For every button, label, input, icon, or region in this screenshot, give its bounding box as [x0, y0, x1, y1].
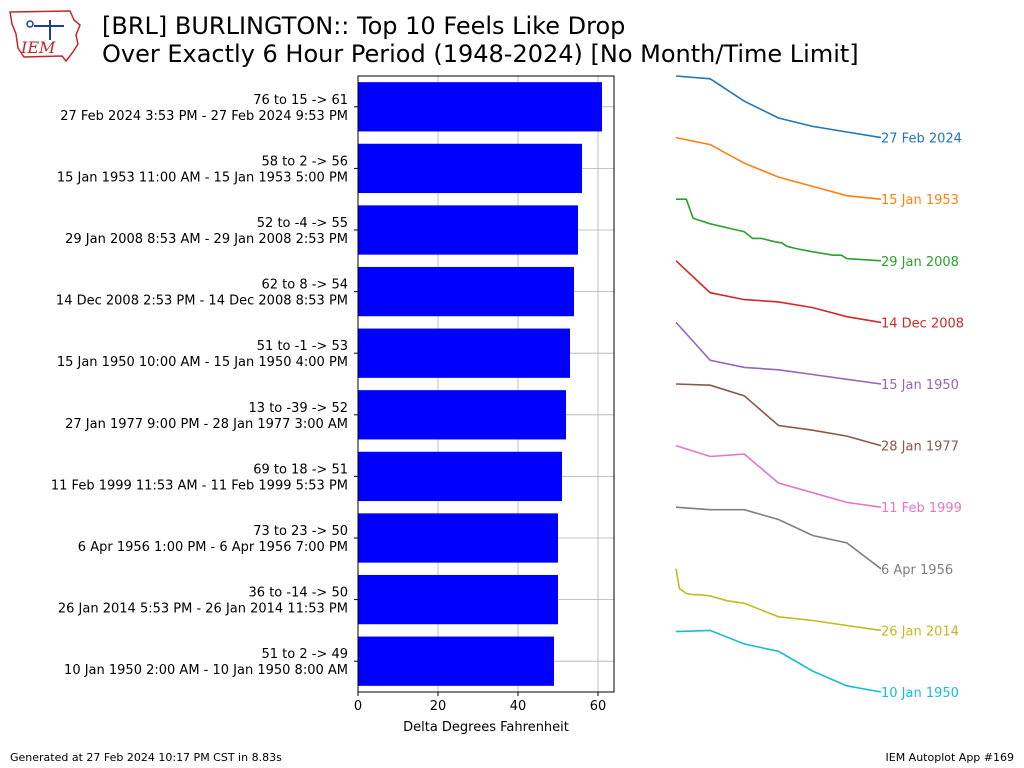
y-tick-label-period: 6 Apr 1956 1:00 PM - 6 Apr 1956 7:00 PM: [78, 540, 348, 555]
trace-lines: 27 Feb 2024 15 Jan 1953 29 Jan 2008 14 Dec …: [675, 75, 964, 701]
bar: [358, 82, 602, 132]
bar: [358, 451, 562, 502]
trace-line: [675, 629, 882, 693]
x-axis-label: Delta Degrees Fahrenheit: [403, 720, 569, 735]
x-axis: 0 20 40 60: [354, 692, 606, 714]
trace-line: [675, 568, 882, 632]
y-tick-label-values: 62 to 8 -> 54: [261, 278, 348, 293]
y-tick-label-values: 36 to -14 -> 50: [249, 586, 348, 601]
plot-frame: [357, 75, 615, 693]
y-tick-label-period: 15 Jan 1953 11:00 AM - 15 Jan 1953 5:00 …: [57, 170, 348, 185]
app-id: IEM Autoplot App #169: [885, 751, 1015, 764]
bar: [358, 143, 582, 194]
trace-label: 28 Jan 1977: [881, 440, 959, 455]
trace-label: 15 Jan 1953: [881, 193, 959, 208]
y-tick-label-period: 10 Jan 1950 2:00 AM - 10 Jan 1950 8:00 A…: [64, 663, 348, 678]
trace-label: 10 Jan 1950: [881, 686, 959, 701]
bar: [358, 636, 554, 686]
y-tick-label-values: 51 to 2 -> 49: [261, 647, 348, 662]
y-tick-label-period: 29 Jan 2008 8:53 AM - 29 Jan 2008 2:53 P…: [65, 232, 348, 247]
bar: [358, 513, 558, 563]
x-tick-label: 40: [510, 699, 527, 714]
y-tick-label-values: 51 to -1 -> 53: [257, 339, 348, 354]
trace-label: 11 Feb 1999: [881, 501, 962, 516]
weather-station-icon: [26, 20, 34, 28]
y-tick-label-period: 26 Jan 2014 5:53 PM - 26 Jan 2014 11:53 …: [58, 602, 348, 617]
y-tick-label-values: 58 to 2 -> 56: [261, 154, 348, 169]
trace-line: [676, 198, 882, 262]
y-tick-label-values: 52 to -4 -> 55: [257, 216, 348, 231]
chart-title-line-1: [BRL] BURLINGTON:: Top 10 Feels Like Dro…: [102, 12, 626, 40]
y-tick-label-values: 13 to -39 -> 52: [249, 401, 348, 416]
x-tick-label: 60: [590, 699, 607, 714]
bars: [358, 82, 602, 686]
y-tick-label-period: 15 Jan 1950 10:00 AM - 15 Jan 1950 4:00 …: [57, 355, 348, 370]
trace-label: 14 Dec 2008: [881, 316, 964, 331]
bar: [358, 266, 574, 317]
x-tick-label: 0: [354, 699, 362, 714]
trace-line: [675, 444, 882, 508]
iowa-outline-icon: [9, 10, 81, 63]
trace-line: [675, 506, 882, 570]
chart-title-line-2: Over Exactly 6 Hour Period (1948-2024) […: [102, 40, 859, 68]
trace-label: 15 Jan 1950: [881, 378, 959, 393]
y-tick-label-values: 73 to 23 -> 50: [253, 524, 348, 539]
bar: [358, 390, 566, 440]
bar: [358, 328, 570, 378]
x-tick-label: 20: [430, 699, 447, 714]
trace-label: 6 Apr 1956: [881, 563, 953, 578]
y-tick-label-values: 69 to 18 -> 51: [253, 462, 348, 477]
iem-logo: IEM: [9, 10, 81, 63]
trace-label: 29 Jan 2008: [881, 255, 959, 270]
y-tick-label-period: 14 Dec 2008 2:53 PM - 14 Dec 2008 8:53 P…: [56, 294, 348, 309]
trace-line: [675, 383, 882, 447]
y-tick-label-values: 76 to 15 -> 61: [253, 93, 348, 108]
trace-line: [675, 260, 882, 324]
y-tick-label-period: 27 Jan 1977 9:00 PM - 28 Jan 1977 3:00 A…: [65, 417, 348, 432]
bar: [358, 205, 578, 255]
y-tick-label-period: 11 Feb 1999 11:53 AM - 11 Feb 1999 5:53 …: [51, 478, 348, 493]
generated-timestamp: Generated at 27 Feb 2024 10:17 PM CST in…: [10, 751, 282, 764]
logo-text: IEM: [20, 38, 56, 57]
trace-label: 27 Feb 2024: [881, 132, 962, 147]
trace-line: [675, 136, 882, 200]
trace-line: [675, 75, 882, 139]
y-tick-label-period: 27 Feb 2024 3:53 PM - 27 Feb 2024 9:53 P…: [60, 109, 348, 124]
trace-label: 26 Jan 2014: [881, 624, 959, 639]
trace-line: [675, 321, 882, 385]
bar: [358, 574, 558, 625]
